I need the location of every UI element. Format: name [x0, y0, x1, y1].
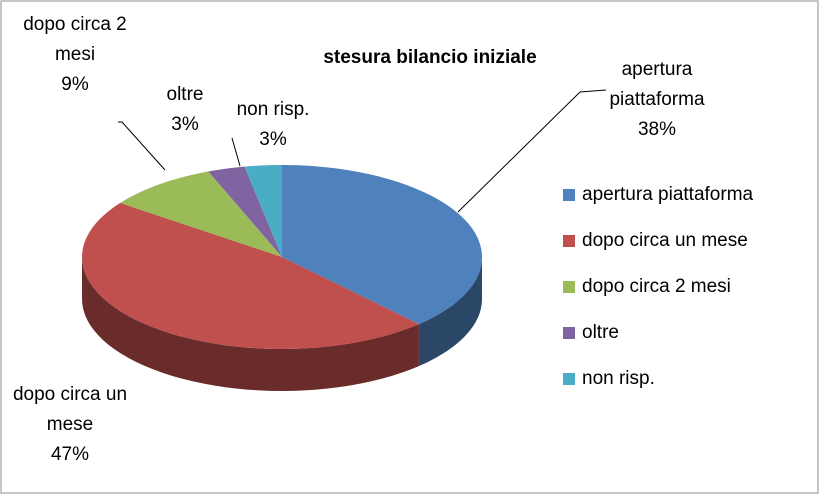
data-label-text: non risp. 3% [218, 95, 328, 155]
slice-top [244, 165, 282, 257]
legend-swatch [563, 189, 575, 201]
legend-label: non risp. [582, 368, 655, 389]
leader-line [231, 137, 241, 167]
data-label-text: dopo circa 2 mesi 9% [15, 10, 135, 100]
data-label-value: 9% [61, 74, 89, 95]
slice-top [120, 171, 283, 257]
data-label-category: dopo circa 2 mesi [23, 14, 127, 65]
data-label-value: 3% [259, 129, 287, 150]
slice-side [418, 257, 482, 367]
slice [244, 165, 282, 257]
data-label-text: oltre 3% [155, 80, 215, 140]
data-label-category: apertura piattaforma [609, 59, 705, 110]
slice-side [82, 257, 419, 391]
legend-label: dopo circa un mese [582, 230, 748, 251]
slice [120, 171, 283, 257]
data-label-text: apertura piattaforma 38% [592, 55, 722, 145]
slice-top [282, 165, 482, 325]
slice [82, 202, 419, 391]
data-label: non risp. 3% [218, 95, 328, 155]
legend-swatch [563, 281, 575, 293]
legend-label: dopo circa 2 mesi [582, 276, 731, 297]
data-label-category: non risp. [236, 99, 310, 120]
slice-top [208, 166, 282, 257]
slice [282, 165, 482, 367]
data-label: apertura piattaforma 38% [592, 55, 722, 145]
data-label-value: 47% [50, 444, 90, 465]
data-label-value: 3% [171, 114, 199, 135]
legend-label: oltre [582, 322, 619, 343]
legend-swatch [563, 373, 575, 385]
data-label: dopo circa 2 mesi 9% [15, 10, 135, 100]
data-label-value: 38% [637, 119, 677, 140]
legend-label: apertura piattaforma [582, 184, 754, 205]
slice-top [82, 202, 419, 349]
leader-line [118, 121, 166, 171]
legend-swatch [563, 235, 575, 247]
data-label: oltre 3% [155, 80, 215, 140]
leader-line [457, 89, 607, 213]
slice [208, 166, 282, 257]
legend-swatch [563, 327, 575, 339]
data-label-category: dopo circa un mese [12, 384, 128, 435]
data-label-text: dopo circa un mese 47% [10, 380, 130, 470]
data-label-category: oltre [166, 84, 204, 105]
chart-title: stesura bilancio iniziale [323, 47, 536, 68]
data-label: dopo circa un mese 47% [10, 380, 130, 470]
